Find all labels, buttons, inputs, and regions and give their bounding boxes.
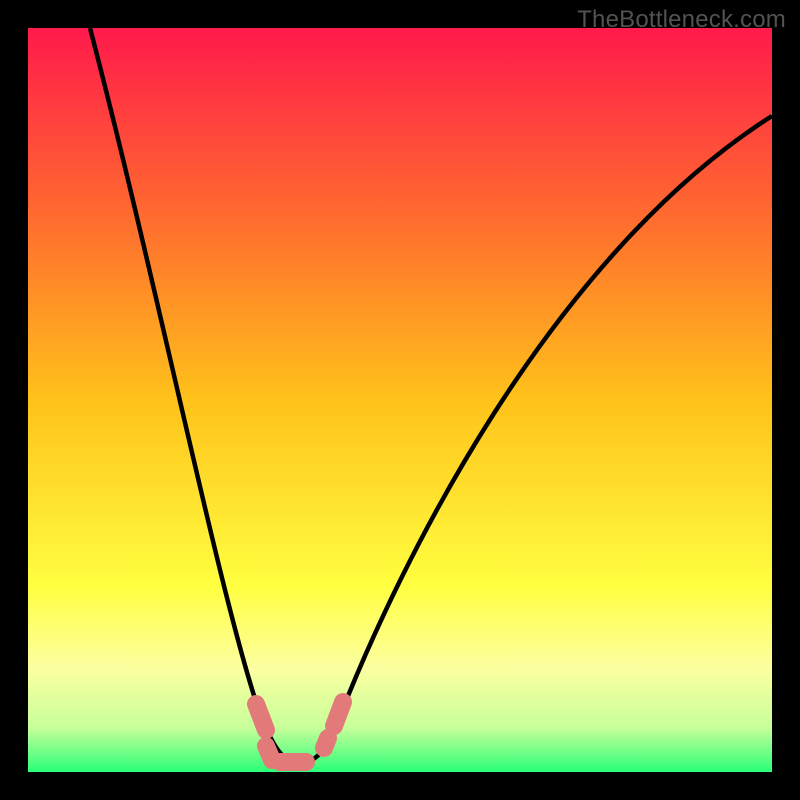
marker-segment bbox=[266, 746, 272, 760]
marker-segment bbox=[256, 704, 266, 730]
curve-svg bbox=[28, 28, 772, 772]
chart-frame: TheBottleneck.com bbox=[0, 0, 800, 800]
marker-group bbox=[256, 702, 343, 762]
marker-segment bbox=[324, 738, 328, 748]
marker-segment bbox=[334, 702, 343, 726]
plot-area bbox=[28, 28, 772, 772]
bottleneck-curve bbox=[90, 28, 772, 763]
